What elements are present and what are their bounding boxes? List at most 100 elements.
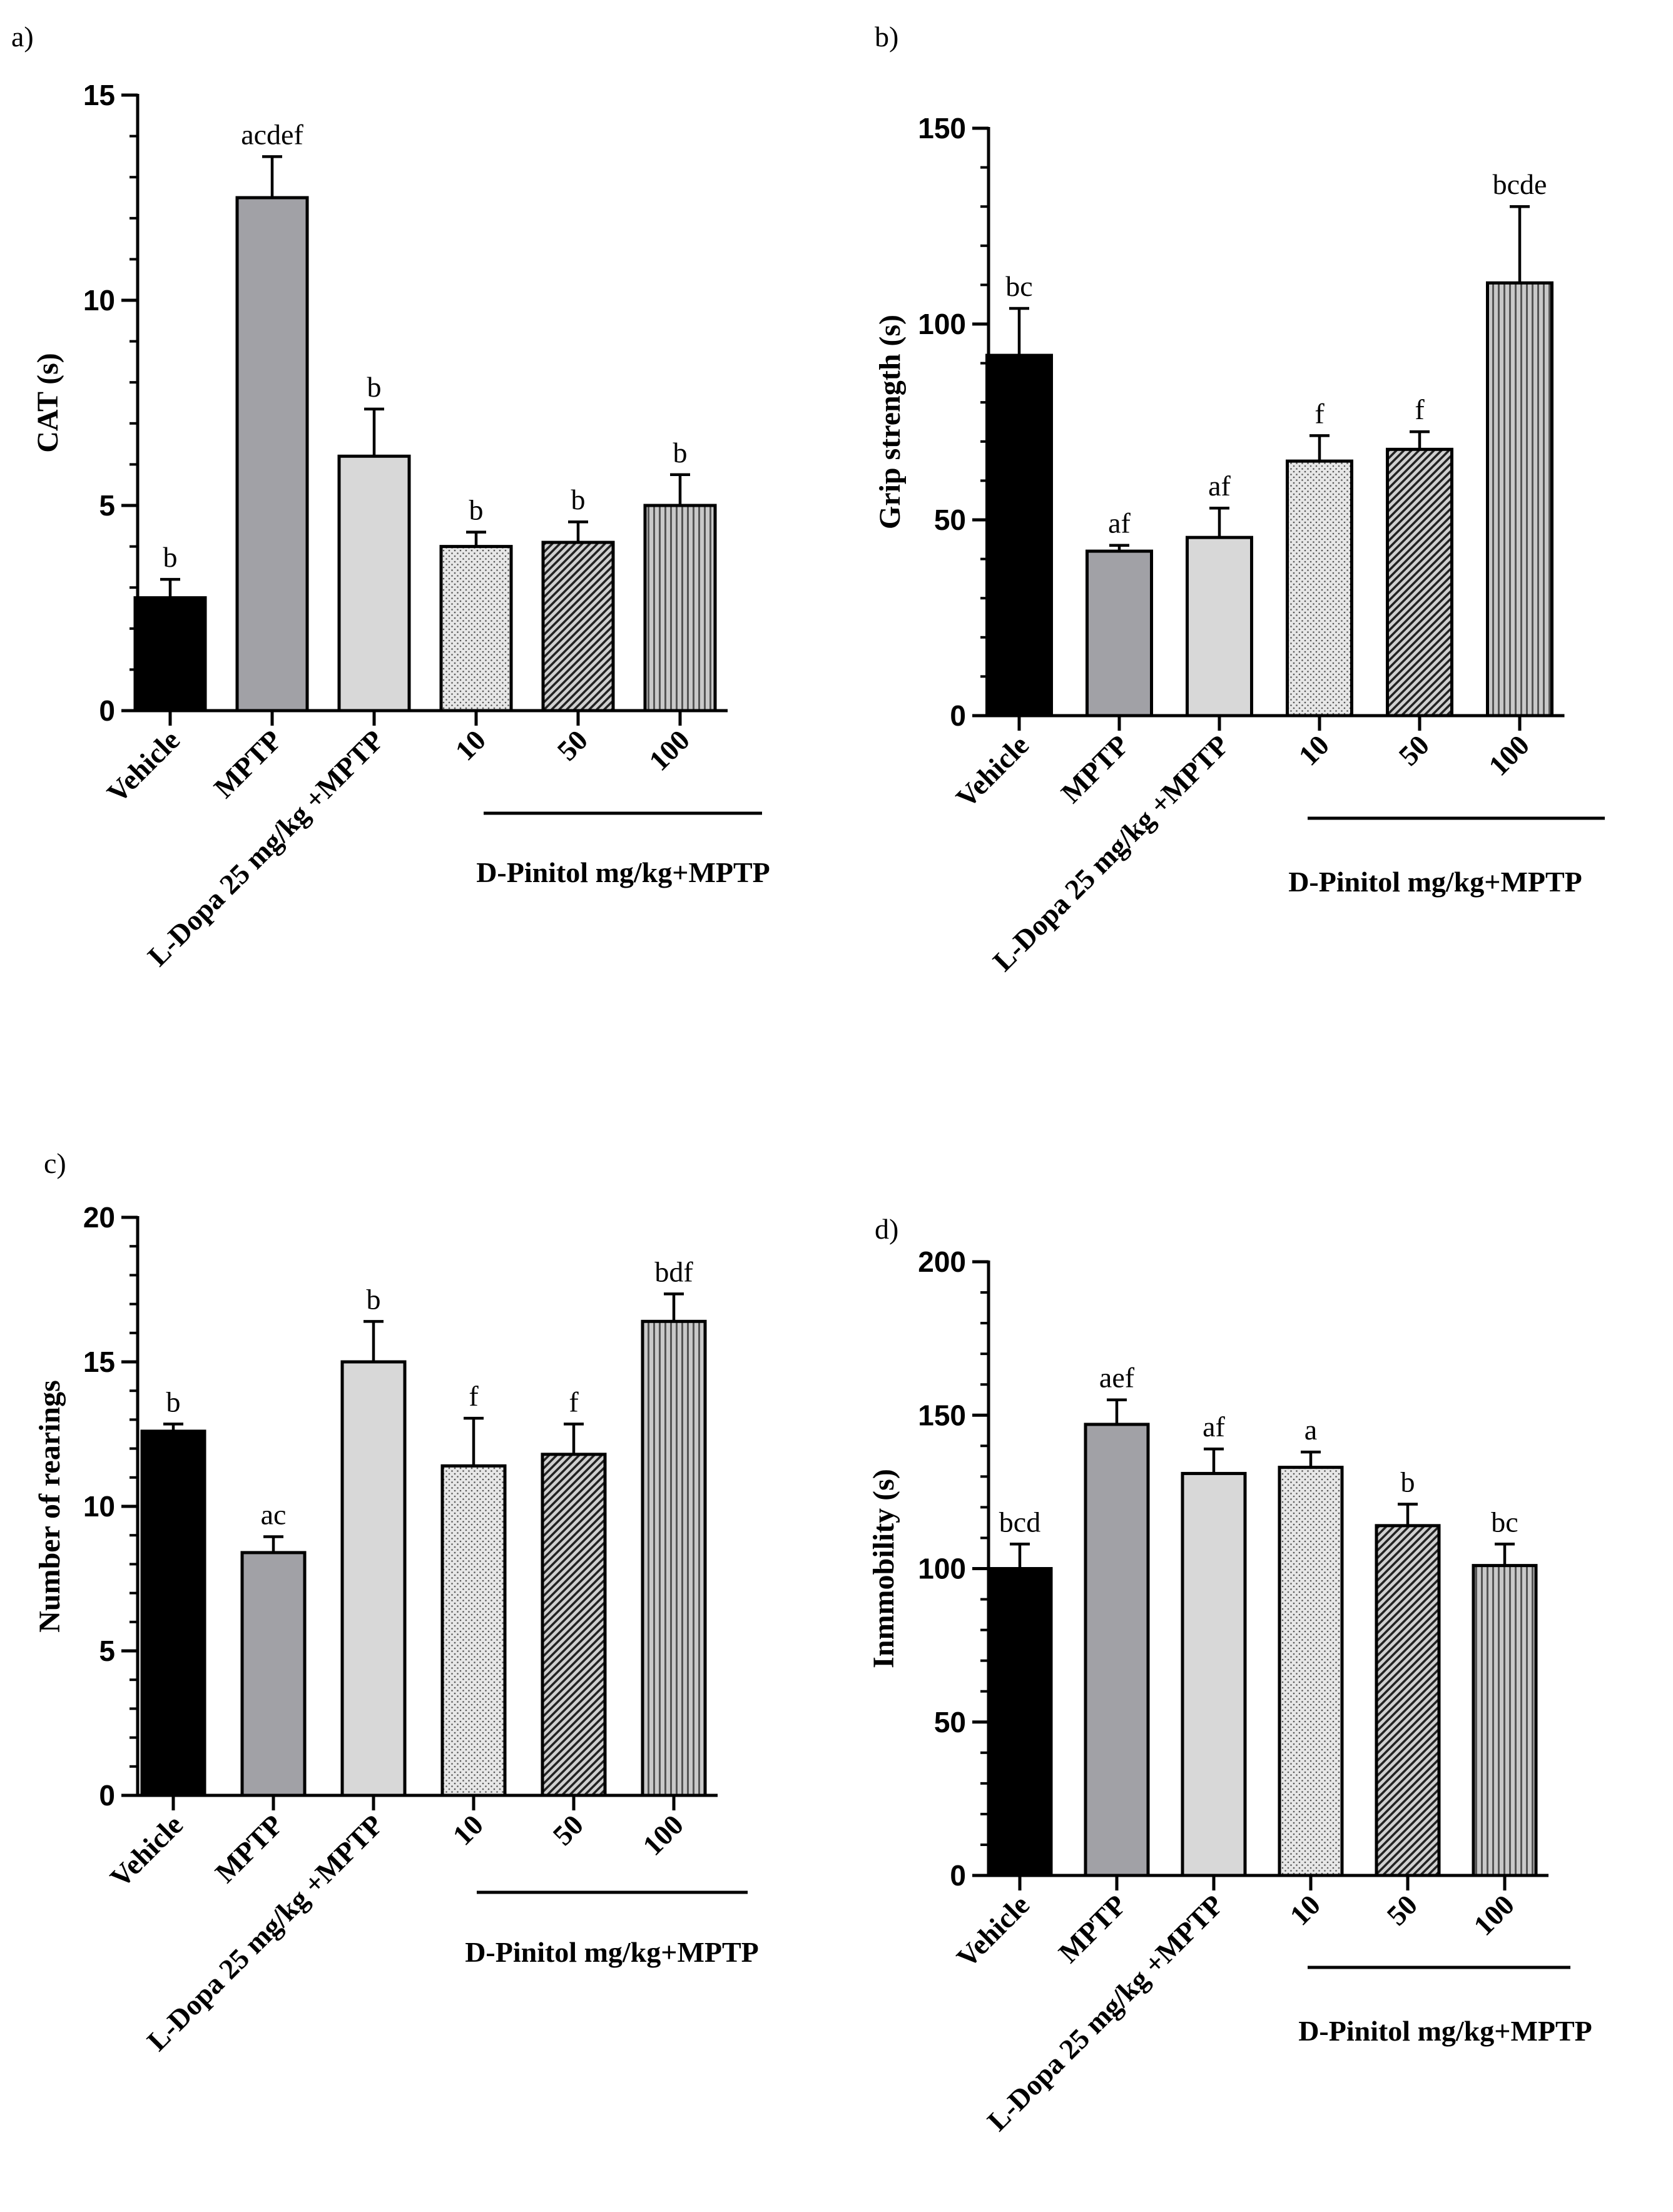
category-label: 100 [1482, 729, 1535, 782]
y-tick-label: 150 [918, 1399, 966, 1431]
significance-label: b [1401, 1466, 1415, 1498]
panel-letter: d) [875, 1213, 898, 1245]
significance-label: bcde [1493, 168, 1547, 200]
bar [1375, 1524, 1441, 1877]
category-label: 100 [1467, 1889, 1520, 1942]
y-axis-label: Inmmobility (s) [867, 1469, 900, 1668]
significance-label: b [469, 494, 484, 526]
significance-label: bcd [999, 1506, 1040, 1538]
bar [240, 1551, 307, 1797]
chart-panel-4: d) 0 50 100 150 200 Inmmobility (s) bcd Vehicle a… [867, 1213, 1592, 2137]
y-tick-label: 15 [83, 79, 115, 111]
y-tick-label: 0 [99, 694, 115, 727]
significance-label: f [1314, 397, 1325, 429]
category-label: 50 [1392, 729, 1435, 772]
group-label: D-Pinitol mg/kg+MPTP [476, 856, 770, 888]
significance-label: af [1208, 470, 1231, 502]
y-tick-label: 0 [99, 1779, 115, 1812]
y-tick-label: 10 [83, 284, 115, 317]
y-tick-label: 200 [918, 1246, 966, 1278]
significance-label: b [571, 484, 586, 515]
y-tick-label: 15 [83, 1346, 115, 1378]
bar [1472, 1564, 1538, 1877]
significance-label: aef [1099, 1362, 1135, 1394]
category-label: 10 [1283, 1889, 1326, 1932]
category-label: 10 [1292, 729, 1335, 772]
bar [643, 504, 717, 713]
bar [987, 1567, 1053, 1877]
y-tick-label: 10 [83, 1490, 115, 1523]
category-label: Vehicle [104, 1809, 189, 1894]
y-axis-label: Number of rearings [33, 1380, 66, 1633]
category-label: MPTP [208, 724, 288, 804]
significance-label: f [469, 1380, 479, 1412]
category-label: MPTP [1055, 729, 1135, 809]
bar [133, 596, 207, 713]
chart-panel-2: b) 0 50 100 150 Grip strength (s) bc Vehicle af M… [873, 21, 1605, 977]
y-tick-label: 100 [918, 1553, 966, 1585]
bar [140, 1429, 206, 1797]
significance-label: ac [261, 1499, 287, 1531]
group-label: D-Pinitol mg/kg+MPTP [1288, 866, 1582, 898]
bar [340, 1360, 407, 1797]
category-label: Vehicle [101, 724, 186, 809]
y-tick-label: 150 [918, 112, 966, 145]
category-label: 50 [551, 724, 594, 767]
bar [1084, 1423, 1150, 1877]
significance-label: b [367, 371, 382, 403]
panel-letter: a) [11, 21, 34, 53]
y-tick-label: 5 [99, 489, 115, 522]
y-tick-label: 100 [918, 308, 966, 340]
significance-label: f [569, 1386, 579, 1418]
y-tick-label: 50 [934, 1706, 966, 1738]
category-label: 100 [636, 1809, 689, 1862]
category-label: 100 [643, 724, 696, 777]
significance-label: bc [1005, 270, 1032, 302]
significance-label: bdf [654, 1256, 693, 1287]
significance-label: b [166, 1386, 181, 1418]
category-label: Vehicle [950, 1889, 1035, 1974]
y-axis-label: CAT (s) [31, 353, 64, 453]
category-label: 50 [546, 1809, 589, 1852]
bar [439, 545, 513, 713]
bar [1278, 1466, 1344, 1877]
bar [541, 1453, 607, 1797]
bar [985, 353, 1053, 718]
category-label: 10 [446, 1809, 489, 1852]
bar [1286, 459, 1353, 718]
significance-label: bc [1491, 1506, 1518, 1538]
bar [1086, 549, 1153, 718]
y-tick-label: 5 [99, 1635, 115, 1667]
bar [1386, 447, 1453, 718]
significance-label: f [1415, 393, 1425, 425]
bar [1186, 535, 1253, 718]
bar [541, 540, 615, 713]
bar [440, 1464, 507, 1797]
panel-letter: c) [44, 1147, 66, 1179]
significance-label: b [163, 541, 178, 573]
chart-panel-3: c) 0 5 10 15 20 Number of rearings b Vehicle ac MP… [33, 1147, 759, 2057]
bar [337, 454, 411, 713]
y-tick-label: 20 [83, 1201, 115, 1234]
significance-label: b [673, 437, 688, 469]
bar [1486, 281, 1554, 718]
significance-label: b [367, 1283, 381, 1315]
panel-letter: b) [875, 21, 898, 53]
significance-label: af [1108, 507, 1131, 539]
significance-label: af [1203, 1411, 1225, 1443]
y-tick-label: 0 [950, 699, 966, 732]
category-label: MPTP [209, 1809, 289, 1889]
category-label: 10 [449, 724, 492, 767]
category-label: MPTP [1052, 1889, 1132, 1969]
significance-label: acdef [241, 118, 303, 150]
category-label: 50 [1380, 1889, 1423, 1932]
bar [235, 196, 309, 713]
y-tick-label: 0 [950, 1859, 966, 1892]
y-tick-label: 50 [934, 504, 966, 536]
bar [641, 1319, 707, 1797]
y-axis-label: Grip strength (s) [873, 315, 907, 529]
category-label: Vehicle [950, 729, 1035, 814]
group-label: D-Pinitol mg/kg+MPTP [1298, 2015, 1592, 2047]
